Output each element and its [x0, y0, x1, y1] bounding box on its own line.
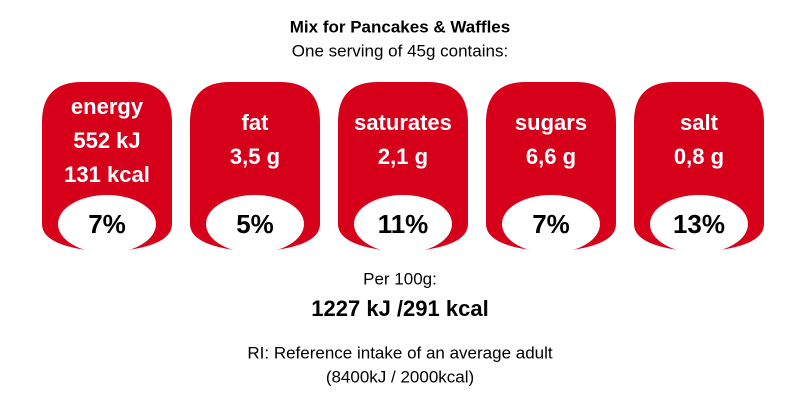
nutrient-name: saturates: [354, 110, 452, 135]
nutrient-amount: 552 kJ: [73, 128, 140, 153]
nutrient-name: fat: [242, 110, 270, 135]
percent-oval: [206, 195, 304, 253]
percent-ri: 7%: [532, 209, 570, 239]
percent-ri: 7%: [88, 209, 126, 239]
percent-ri: 5%: [236, 209, 274, 239]
percent-ri: 11%: [378, 209, 429, 239]
nutrient-amount: 3,5 g: [230, 144, 280, 169]
percent-oval: [354, 195, 452, 253]
nutrient-name: sugars: [515, 110, 587, 135]
nutrient-amount: 131 kcal: [64, 162, 150, 187]
percent-ri: 13%: [673, 209, 725, 239]
percent-oval: [502, 195, 600, 253]
nutrient-name: energy: [71, 94, 144, 119]
nutrient-name: salt: [680, 110, 719, 135]
nutrient-amount: 2,1 g: [378, 144, 428, 169]
title: Mix for Pancakes & Waffles: [290, 17, 510, 36]
percent-oval: [650, 195, 748, 253]
ri-values: (8400kJ / 2000kcal): [326, 367, 474, 386]
subtitle: One serving of 45g contains:: [292, 41, 508, 60]
nutrient-amount: 6,6 g: [526, 144, 576, 169]
per-value: 1227 kJ /291 kcal: [311, 296, 488, 321]
percent-oval: [58, 195, 156, 253]
per-label: Per 100g:: [363, 269, 437, 288]
ri-note: RI: Reference intake of an average adult: [247, 343, 553, 362]
nutrient-amount: 0,8 g: [674, 144, 724, 169]
